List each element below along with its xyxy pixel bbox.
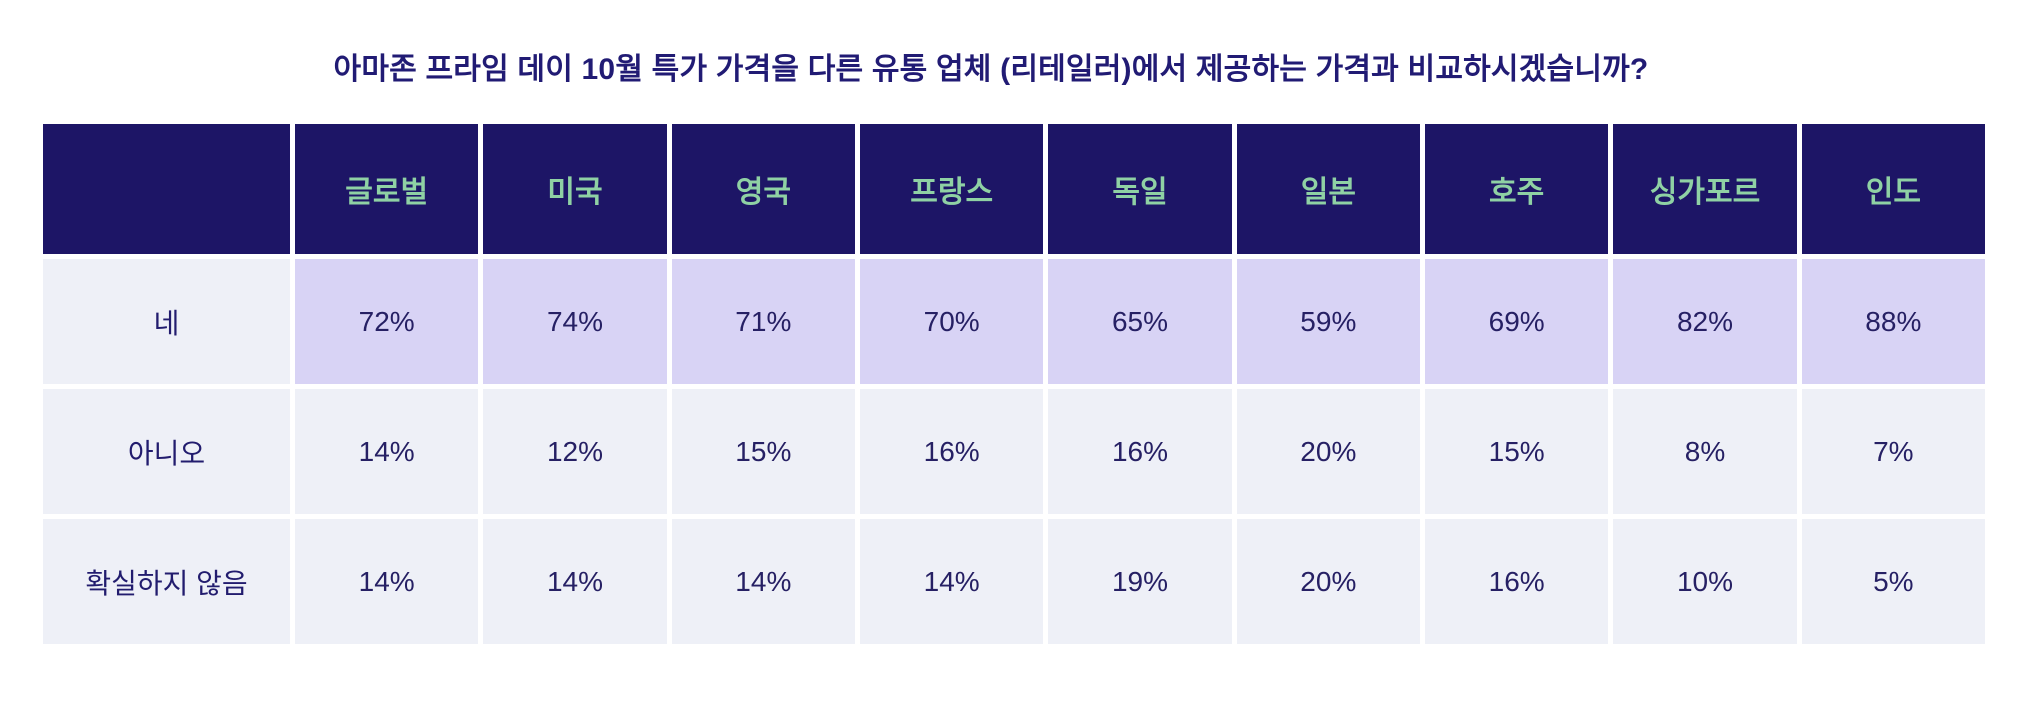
column-header-4: 프랑스 [859,124,1044,254]
row-label-2: 확실하지 않음 [43,519,290,644]
data-cell-r0-c6: 69% [1424,259,1609,384]
data-cell-r2-c7: 10% [1613,519,1797,644]
data-cell-r1-c7: 8% [1613,389,1797,514]
data-cell-r1-c2: 15% [671,389,855,514]
data-cell-r0-c7: 82% [1613,259,1797,384]
column-header-6: 일본 [1236,124,1420,254]
data-cell-r1-c1: 12% [483,389,667,514]
data-cell-r0-c0: 72% [295,259,479,384]
survey-question-title: 아마존 프라임 데이 10월 특가 가격을 다른 유통 업체 (리테일러)에서 … [333,53,1649,86]
data-cell-r2-c2: 14% [671,519,855,644]
data-cell-r1-c4: 16% [1048,389,1232,514]
data-cell-r1-c8: 7% [1801,389,1985,514]
data-cell-r0-c5: 59% [1236,259,1420,384]
data-cell-r1-c6: 15% [1424,389,1609,514]
data-cell-r0-c2: 71% [671,259,855,384]
corner-header-cell [43,124,290,254]
data-cell-r0-c1: 74% [483,259,667,384]
column-header-3: 영국 [671,124,855,254]
data-cell-r0-c3: 70% [859,259,1044,384]
data-cell-r1-c3: 16% [859,389,1044,514]
data-cell-r2-c8: 5% [1801,519,1985,644]
column-header-9: 인도 [1801,124,1985,254]
data-cell-r1-c0: 14% [295,389,479,514]
column-header-1: 글로벌 [295,124,479,254]
data-cell-r2-c1: 14% [483,519,667,644]
column-header-8: 싱가포르 [1613,124,1797,254]
data-cell-r2-c0: 14% [295,519,479,644]
data-cell-r2-c3: 14% [859,519,1044,644]
column-header-5: 독일 [1048,124,1232,254]
data-cell-r2-c4: 19% [1048,519,1232,644]
data-cell-r2-c5: 20% [1236,519,1420,644]
column-header-7: 호주 [1424,124,1609,254]
column-header-2: 미국 [483,124,667,254]
data-cell-r2-c6: 16% [1424,519,1609,644]
data-cell-r1-c5: 20% [1236,389,1420,514]
row-label-0: 네 [43,259,290,384]
data-cell-r0-c8: 88% [1801,259,1985,384]
data-cell-r0-c4: 65% [1048,259,1232,384]
row-label-1: 아니오 [43,389,290,514]
